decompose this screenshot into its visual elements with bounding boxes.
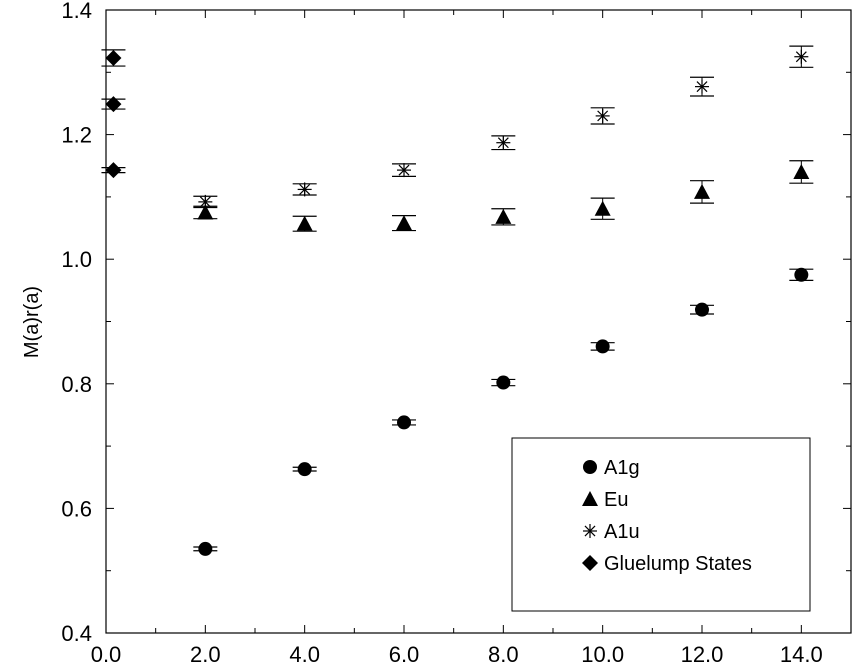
circle-marker <box>397 415 411 430</box>
legend-diamond-marker <box>582 555 598 571</box>
asterisk-marker <box>397 163 411 178</box>
y-tick-label: 1.2 <box>61 123 92 148</box>
tick-labels: 0.0 2.0 4.0 6.0 8.0 10.0 12.0 14.0 0.4 0.6 0.8 1.0 1… <box>61 0 822 667</box>
legend-label: Eu <box>604 489 628 511</box>
y-tick-label: 1.4 <box>61 0 92 23</box>
x-tick-label: 0.0 <box>91 642 122 667</box>
y-tick-label: 1.0 <box>61 247 92 272</box>
asterisk-marker <box>695 79 709 94</box>
diamond-marker <box>105 49 122 66</box>
circle-marker <box>794 267 809 282</box>
triangle-marker <box>793 163 810 179</box>
legend-item: A1u <box>583 521 640 543</box>
asterisk-marker <box>595 108 610 123</box>
legend-label: A1g <box>604 457 640 479</box>
x-tick-label: 2.0 <box>190 642 221 667</box>
legend-label: Gluelump States <box>604 553 752 575</box>
legend-item: Gluelump States <box>582 553 752 575</box>
triangle-marker <box>396 215 412 231</box>
y-tick-label: 0.6 <box>61 496 92 521</box>
y-axis-label: M(a)r(a) <box>21 286 43 358</box>
circle-marker <box>297 462 312 477</box>
diamond-marker <box>105 162 122 179</box>
x-tick-label: 8.0 <box>488 642 519 667</box>
circle-marker <box>198 541 213 556</box>
triangle-marker <box>495 208 512 224</box>
circle-marker <box>595 339 610 354</box>
series-gluelump-states <box>101 49 126 179</box>
legend-circle-marker <box>583 460 597 474</box>
x-tick-label: 4.0 <box>289 642 320 667</box>
legend-item: A1g <box>583 457 640 479</box>
triangle-marker <box>694 183 710 199</box>
legend-item: Eu <box>582 489 628 511</box>
y-tick-label: 0.8 <box>61 372 92 397</box>
x-tick-label: 10.0 <box>581 642 624 667</box>
legend: A1g Eu A1u Gluelump States <box>511 437 811 612</box>
circle-marker <box>496 375 511 390</box>
legend-triangle-marker <box>582 491 598 506</box>
x-tick-label: 6.0 <box>389 642 420 667</box>
x-tick-label: 12.0 <box>681 642 724 667</box>
triangle-marker <box>594 200 611 216</box>
y-tick-label: 0.4 <box>61 621 92 646</box>
axis-ticks <box>105 9 852 634</box>
asterisk-marker <box>198 194 213 209</box>
legend-asterisk-marker <box>583 524 597 538</box>
series-a1u <box>193 45 814 209</box>
asterisk-marker <box>496 135 511 150</box>
legend-label: A1u <box>604 521 640 543</box>
asterisk-marker <box>794 49 809 64</box>
x-tick-label: 14.0 <box>780 642 823 667</box>
triangle-marker <box>296 215 313 231</box>
diamond-marker <box>105 96 122 113</box>
series-a1g <box>193 267 814 556</box>
legend-box <box>511 437 811 612</box>
series-layer <box>101 45 814 556</box>
triangle-marker <box>197 204 214 220</box>
series-eu <box>193 160 814 232</box>
asterisk-marker <box>297 182 312 197</box>
circle-marker <box>695 302 709 317</box>
